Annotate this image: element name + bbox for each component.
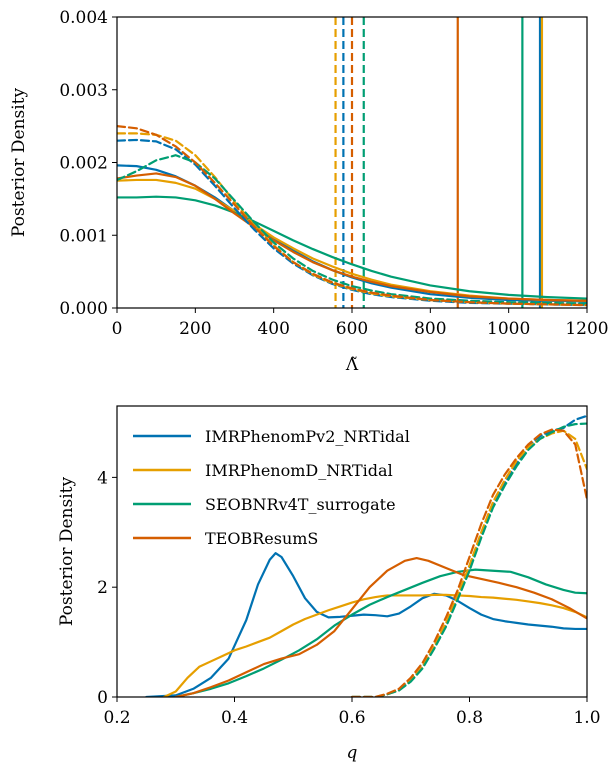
x-axis-label: q [347, 743, 358, 763]
bottom-panel-q: 0.2 0.4 0.6 0.8 1.0 0 2 4 q Posterior Density IMRP… [57, 405, 601, 763]
top-panel-lambda-tilde: 0 200 400 600 800 1000 1200 0.000 0.001 0.002 0.00… [9, 8, 609, 375]
series-line-green-dashed [350, 422, 587, 697]
legend-label: SEOBNRv4T_surrogate [205, 495, 396, 514]
x-tick-label: 400 [257, 319, 289, 339]
axes-frame [116, 405, 588, 698]
series-line-green-dashed [117, 154, 587, 305]
y-tick-label: 0.001 [59, 226, 108, 246]
plot-area [145, 414, 587, 697]
legend-label: TEOBResumS [205, 529, 318, 548]
x-tick-label: 0.6 [338, 708, 365, 728]
y-tick-label: 4 [97, 468, 108, 488]
x-tick-label: 0.2 [103, 708, 130, 728]
legend-label: IMRPhenomD_NRTidal [205, 461, 393, 480]
series-line-orange-solid [117, 172, 587, 302]
series-line-yellow-solid [162, 593, 587, 697]
x-tick-label: 0.4 [221, 708, 248, 728]
x-tick-label: 1200 [565, 319, 608, 339]
y-tick-label: 0 [97, 688, 108, 708]
plot-area [117, 17, 587, 308]
y-tick-label: 0.000 [59, 299, 108, 319]
x-tick-label: 800 [414, 319, 446, 339]
series-line-blue-solid [145, 552, 587, 697]
y-tick-label: 0.002 [59, 154, 108, 174]
series-line-orange-dashed [350, 428, 587, 697]
x-tick-label: 1000 [487, 319, 530, 339]
y-axis-label: Posterior Density [9, 88, 29, 238]
series-line-orange-solid [174, 556, 587, 697]
y-tick-label: 2 [97, 578, 108, 598]
legend: IMRPhenomPv2_NRTidal IMRPhenomD_NRTidal SE… [133, 427, 410, 548]
y-tick-label: 0.003 [59, 81, 108, 101]
x-tick-label: 600 [336, 319, 368, 339]
x-axis-label: Λ̃ [345, 355, 359, 375]
series-line-green-solid [117, 195, 587, 300]
series-line-green-solid [174, 568, 587, 697]
x-tick-label: 0.8 [456, 708, 483, 728]
y-axis-label: Posterior Density [57, 477, 77, 627]
x-tick-label: 200 [179, 319, 211, 339]
series-line-orange-dashed [117, 125, 587, 307]
legend-label: IMRPhenomPv2_NRTidal [205, 427, 410, 446]
x-tick-label: 0 [112, 319, 123, 339]
x-tick-label: 1.0 [573, 708, 600, 728]
y-tick-label: 0.004 [59, 8, 108, 28]
